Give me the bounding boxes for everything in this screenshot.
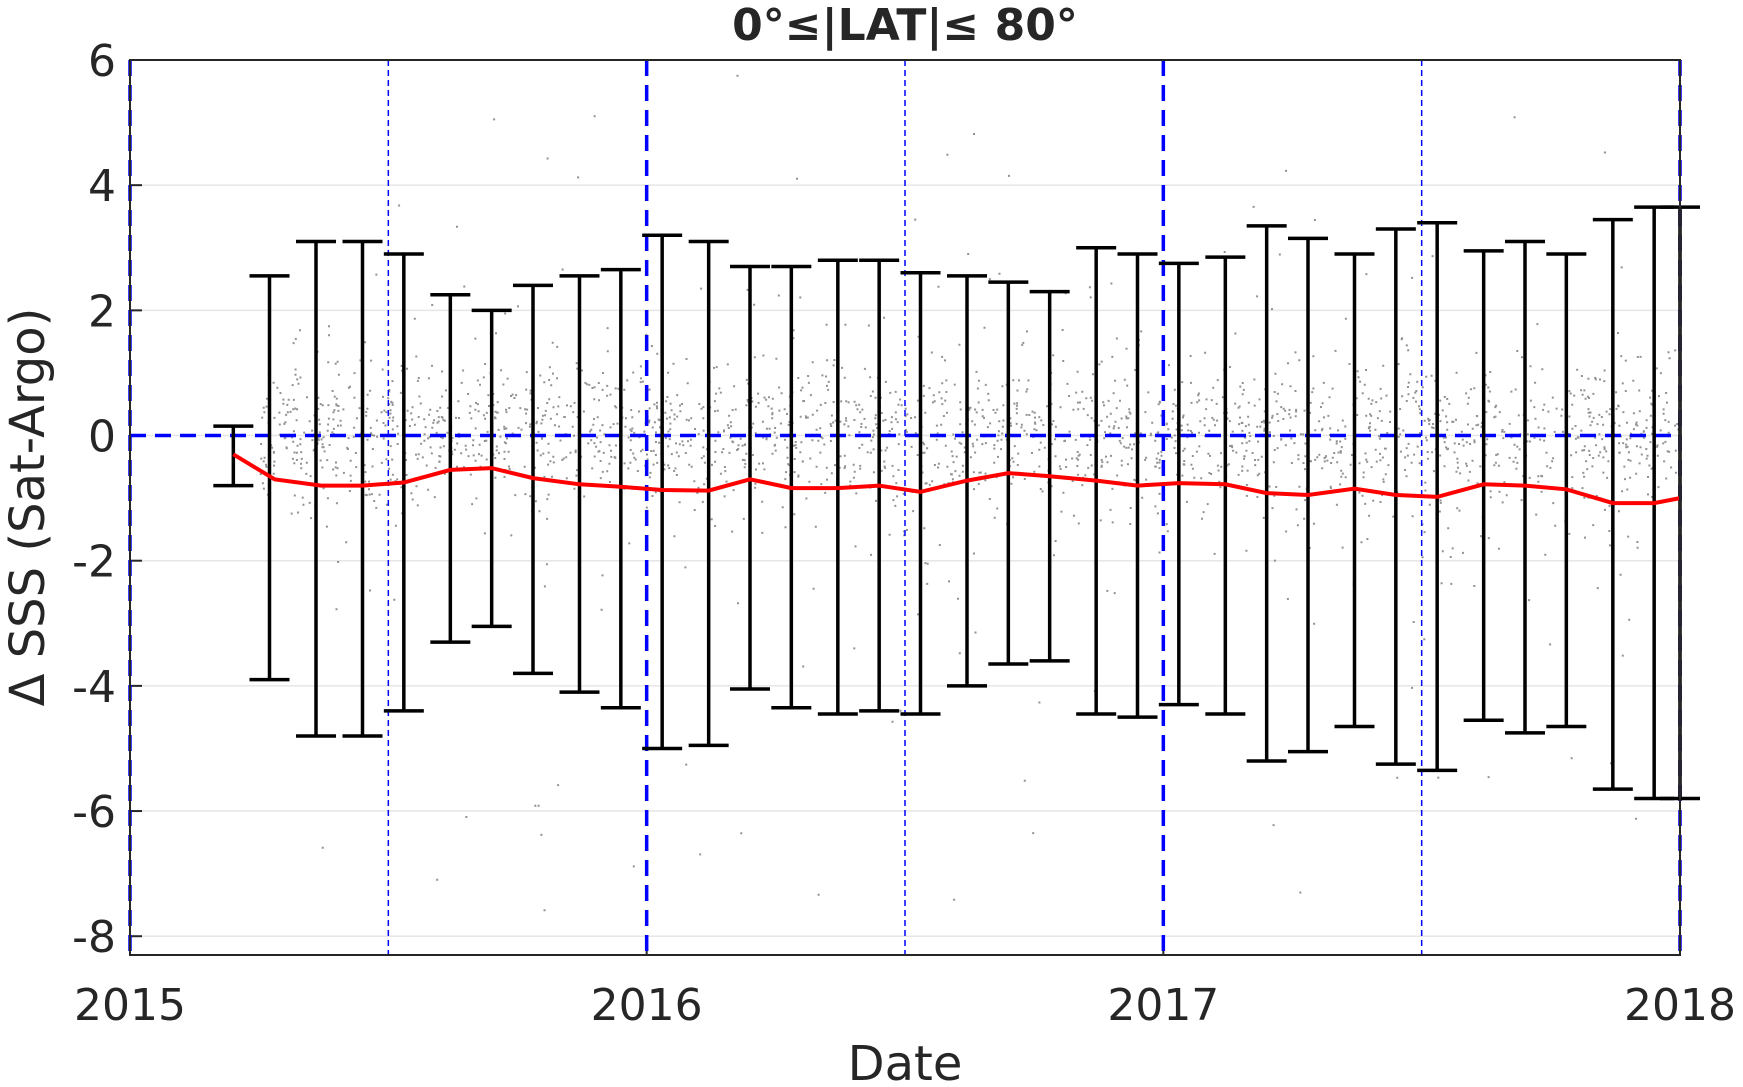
y-tick-label: -2 (72, 537, 116, 588)
x-tick-label: 2015 (74, 980, 186, 1031)
x-tick-label: 2017 (1107, 980, 1219, 1031)
mean-line-path (232, 452, 1681, 506)
chart-title: 0°≤|LAT|≤ 80° (732, 0, 1078, 51)
y-axis-label: Δ SSS (Sat-Argo) (0, 308, 56, 707)
error-bar (342, 239, 383, 738)
y-tick-label: 4 (88, 161, 116, 212)
y-tick-label: 6 (88, 36, 116, 87)
y-tick-label: -8 (72, 912, 116, 963)
mean-line (232, 452, 1681, 506)
x-axis-label: Date (848, 1036, 963, 1087)
x-tick-labels: 2015 2016 2017 2018 (74, 980, 1736, 1031)
reference-lines (128, 60, 1682, 955)
x-tick-label: 2018 (1624, 980, 1736, 1031)
error-bar (688, 239, 729, 748)
y-tick-label: -4 (72, 662, 116, 713)
x-tick-label: 2016 (591, 980, 703, 1031)
error-bars (213, 205, 1700, 801)
y-tick-label: 0 (88, 412, 116, 463)
plot-frame (129, 59, 1681, 956)
y-tick-label: -6 (72, 787, 116, 838)
y-tick-labels: 6 4 2 0 -2 -4 -6 -8 (72, 36, 116, 963)
error-bar (296, 239, 336, 738)
y-tick-label: 2 (88, 286, 116, 337)
